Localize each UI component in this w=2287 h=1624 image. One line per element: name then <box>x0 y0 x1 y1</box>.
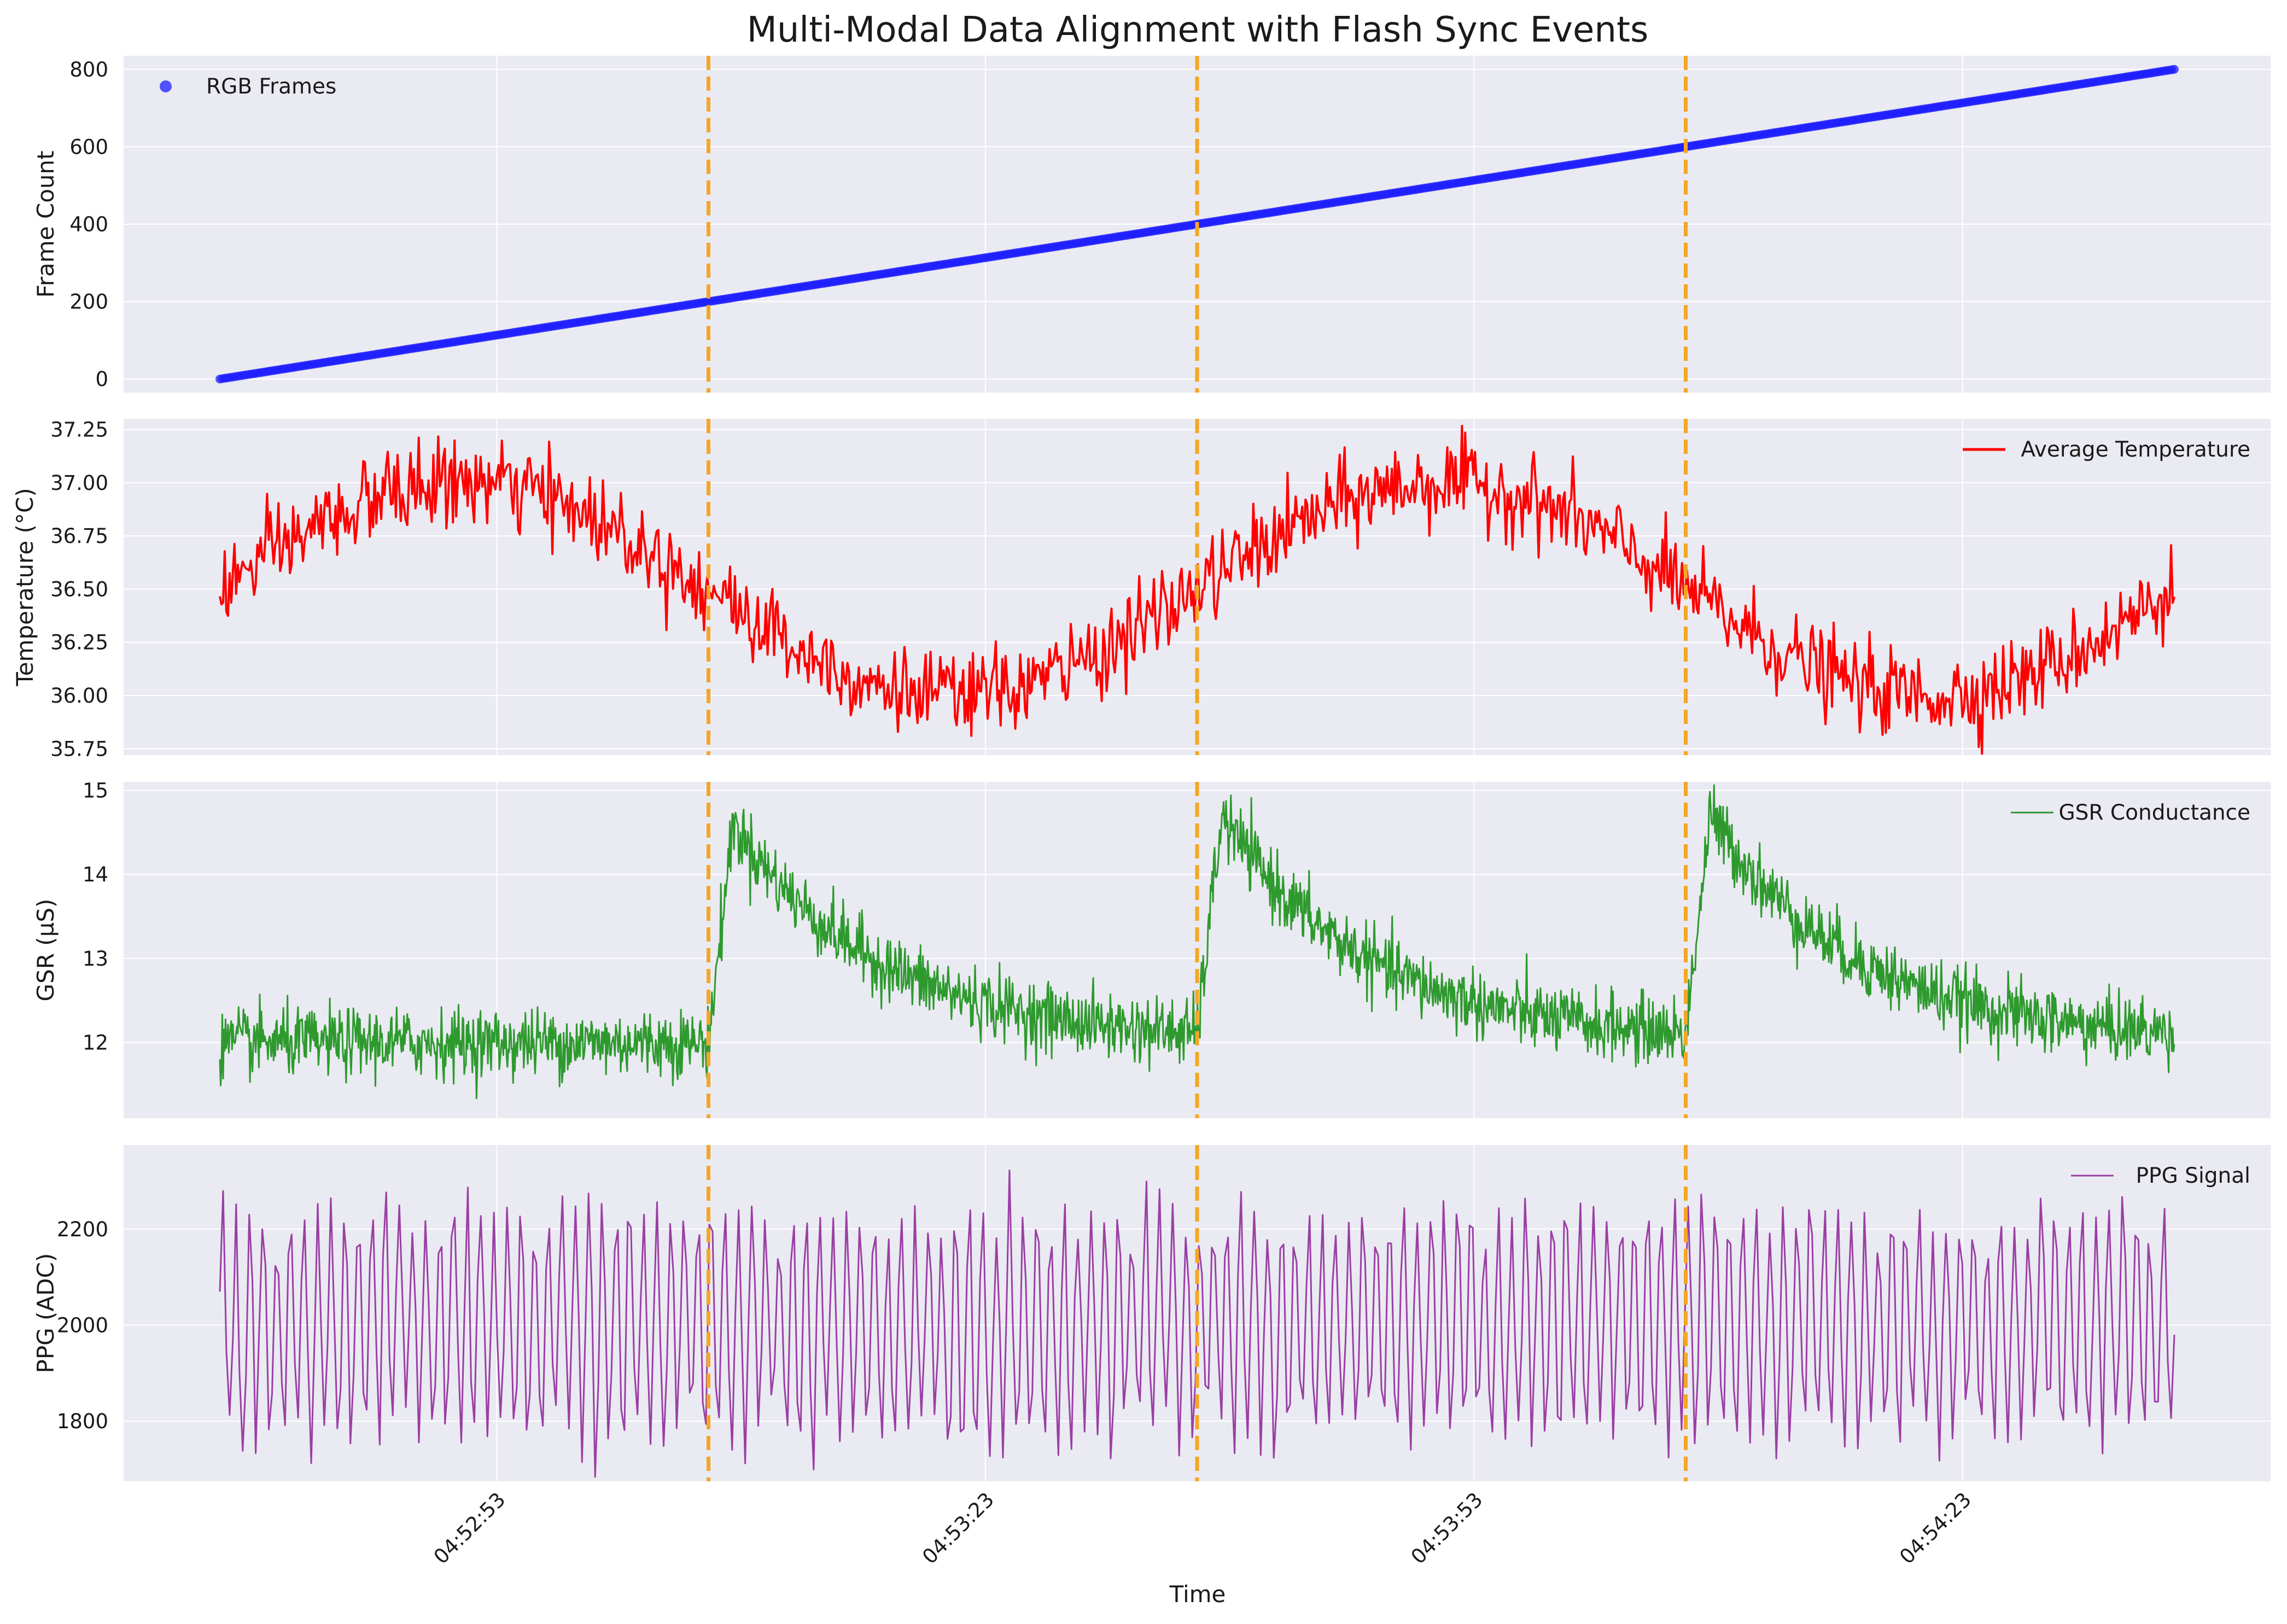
y-tick-label: 36.50 <box>50 577 108 601</box>
x-tick-label: 04:53:23 <box>918 1488 999 1569</box>
y-tick-label: 800 <box>69 58 108 81</box>
y-tick-label: 0 <box>95 367 108 391</box>
y-tick-label: 2000 <box>57 1313 108 1337</box>
x-tick-label: 04:54:23 <box>1895 1488 1976 1569</box>
legend: GSR Conductance <box>2011 801 2250 825</box>
y-tick-label: 12 <box>83 1031 108 1055</box>
legend-label: Average Temperature <box>2021 437 2250 462</box>
y-axis-label: PPG (ADC) <box>32 1253 59 1374</box>
y-tick-label: 600 <box>69 135 108 159</box>
legend-label: PPG Signal <box>2136 1164 2250 1188</box>
legend-label: GSR Conductance <box>2058 801 2250 825</box>
legend-label: RGB Frames <box>206 74 336 99</box>
x-tick-label: 04:53:53 <box>1407 1488 1487 1569</box>
temperature-panel: 35.75 36.00 36.25 36.50 36.75 37.00 37.25 Tempe… <box>11 418 2271 761</box>
y-axis-label: GSR (µS) <box>32 899 59 1002</box>
gsr-panel: 12 13 14 15 GSR (µS) GSR Conductance <box>32 779 2271 1118</box>
y-tick-label: 1800 <box>57 1410 108 1433</box>
ppg-panel: 1800 2000 2200 PPG (ADC) PPG Signal <box>32 1145 2271 1481</box>
y-tick-label: 13 <box>83 947 108 971</box>
y-tick-label: 36.00 <box>50 684 108 708</box>
y-tick-label: 200 <box>69 290 108 314</box>
y-tick-label: 36.75 <box>50 524 108 548</box>
y-tick-label: 35.75 <box>50 737 108 761</box>
x-tick-label: 04:52:53 <box>429 1488 510 1569</box>
y-tick-label: 36.25 <box>50 631 108 655</box>
chart-title: Multi-Modal Data Alignment with Flash Sy… <box>747 10 1649 50</box>
rgb-frames-series <box>215 65 2179 384</box>
y-tick-label: 14 <box>83 863 108 886</box>
x-axis: 04:52:53 04:53:23 04:53:53 04:54:23 <box>429 1488 1976 1569</box>
legend: Average Temperature <box>1963 437 2250 462</box>
y-tick-label: 400 <box>69 213 108 236</box>
legend: RGB Frames <box>160 74 336 99</box>
y-tick-label: 37.00 <box>50 471 108 495</box>
frames-panel: 0 200 400 600 800 Frame Count RGB Frames <box>32 56 2271 393</box>
y-axis-label: Temperature (°C) <box>11 488 38 687</box>
x-axis-label: Time <box>1169 1581 1226 1608</box>
legend-marker <box>160 80 172 92</box>
y-tick-label: 37.25 <box>50 418 108 441</box>
frame-point <box>2170 65 2179 74</box>
y-tick-label: 2200 <box>57 1218 108 1241</box>
legend: PPG Signal <box>2071 1164 2250 1188</box>
y-tick-label: 15 <box>83 779 108 802</box>
y-axis-label: Frame Count <box>32 151 59 298</box>
